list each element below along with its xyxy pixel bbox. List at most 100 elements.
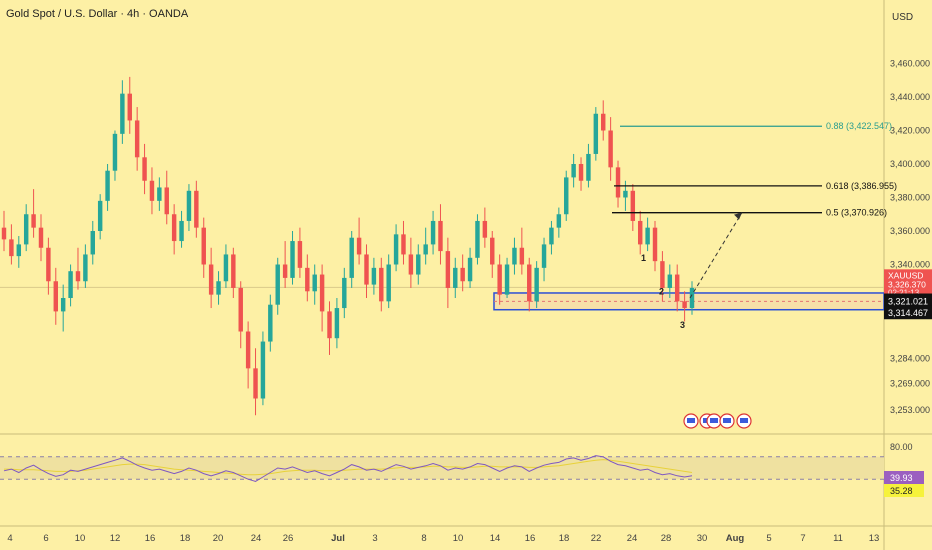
- candle-body: [615, 167, 621, 198]
- candle-body: [16, 244, 22, 257]
- candle-body: [23, 214, 29, 245]
- candle-body: [549, 227, 554, 245]
- price-tag: [884, 293, 932, 308]
- projection-arrow: [689, 212, 743, 299]
- candle-body: [556, 214, 562, 228]
- candle-body: [482, 220, 488, 238]
- candle-body: [445, 251, 451, 288]
- chart-title: Gold Spot / U.S. Dollar · 4h · OANDA: [6, 8, 189, 20]
- flag-stripe-icon: [723, 418, 731, 423]
- candle-body: [438, 220, 443, 252]
- candle-body: [171, 214, 177, 242]
- candle-body: [31, 214, 36, 228]
- candle-body: [519, 247, 525, 265]
- candle-body: [60, 298, 66, 312]
- candle-body: [541, 244, 547, 268]
- candle-body: [564, 177, 569, 215]
- x-tick-label: 3: [372, 533, 377, 544]
- candle-body: [682, 301, 687, 309]
- flag-stripe-icon: [710, 418, 718, 423]
- countdown-timer: 02:21:13: [888, 288, 920, 297]
- rsi-value-tag: [884, 484, 924, 497]
- x-tick-label: 4: [7, 533, 12, 544]
- candle-body: [467, 257, 473, 282]
- y-tick-label: 3,460.000: [890, 59, 930, 69]
- y-tick-label: 3,400.000: [890, 159, 930, 169]
- rsi-ma-line: [4, 459, 693, 476]
- candle-body: [253, 368, 258, 399]
- projection-arrowhead: [734, 212, 742, 220]
- candle-body: [46, 247, 51, 282]
- candle-body: [75, 271, 81, 282]
- candle-body: [356, 237, 362, 255]
- candle-body: [68, 271, 73, 298]
- candle-body: [260, 341, 266, 399]
- candle-body: [327, 311, 332, 339]
- candle-body: [349, 237, 354, 278]
- candle-body: [652, 227, 658, 262]
- candle-body: [408, 254, 414, 275]
- rsi-value-tag: [884, 471, 924, 484]
- candle-body: [120, 93, 125, 134]
- candle-body: [460, 267, 465, 282]
- candle-body: [593, 113, 599, 154]
- rsi-line: [3, 455, 693, 482]
- candle-body: [490, 237, 495, 265]
- x-tick-label: 14: [490, 533, 501, 544]
- candle-body: [9, 239, 14, 257]
- candle-body: [660, 261, 665, 288]
- candle-body: [83, 254, 88, 282]
- candle-body: [571, 164, 576, 178]
- candle-body: [645, 227, 650, 245]
- candle-body: [245, 331, 251, 369]
- candle-body: [364, 254, 369, 285]
- price-tag-value: 3,321.021: [888, 297, 928, 307]
- candle-body: [401, 234, 406, 255]
- y-tick-label: 3,380.000: [890, 193, 930, 203]
- x-tick-label: 30: [697, 533, 708, 544]
- candle-body: [371, 267, 377, 285]
- candle-body: [38, 227, 44, 248]
- last-price-value: 3,326.370: [888, 279, 926, 289]
- y-tick-label: 3,340.000: [890, 260, 930, 270]
- x-tick-label: 7: [800, 533, 805, 544]
- candle-body: [527, 264, 532, 302]
- candle-body: [667, 274, 673, 288]
- candle-body: [208, 264, 214, 295]
- candle-body: [142, 157, 147, 181]
- last-price-tag: [884, 269, 932, 298]
- fib-level-label: 0.88 (3,422.547): [826, 121, 892, 131]
- candle-body: [637, 220, 643, 245]
- candle-body: [423, 244, 428, 255]
- rsi-tick-label: 80.00: [890, 442, 913, 452]
- y-tick-label: 3,269.000: [890, 378, 930, 388]
- candle-body: [149, 180, 155, 201]
- x-tick-label: Aug: [726, 533, 745, 544]
- candle-body: [90, 231, 95, 255]
- candle-body: [319, 274, 325, 312]
- x-tick-label: Jul: [331, 533, 345, 544]
- wave-label: 1: [641, 253, 646, 263]
- candle-body: [97, 200, 103, 231]
- y-tick-label: 3,420.000: [890, 126, 930, 136]
- candle-body: [334, 308, 340, 339]
- x-tick-label: 22: [591, 533, 602, 544]
- x-tick-label: 24: [627, 533, 638, 544]
- x-tick-label: 16: [525, 533, 536, 544]
- x-tick-label: 10: [75, 533, 86, 544]
- rsi-value-label: 39.93: [890, 473, 913, 483]
- rsi-value-label: 35.28: [890, 486, 913, 496]
- candle-body: [453, 267, 458, 288]
- y-tick-label: 3,360.000: [890, 226, 930, 236]
- candle-body: [186, 190, 192, 221]
- y-tick-label: 3,284.000: [890, 353, 930, 363]
- x-tick-label: 28: [661, 533, 672, 544]
- candle-body: [578, 164, 584, 181]
- candle-body: [223, 254, 229, 282]
- candle-body: [216, 281, 221, 295]
- candle-body: [194, 190, 199, 228]
- x-tick-label: 8: [421, 533, 426, 544]
- candle-body: [297, 241, 303, 268]
